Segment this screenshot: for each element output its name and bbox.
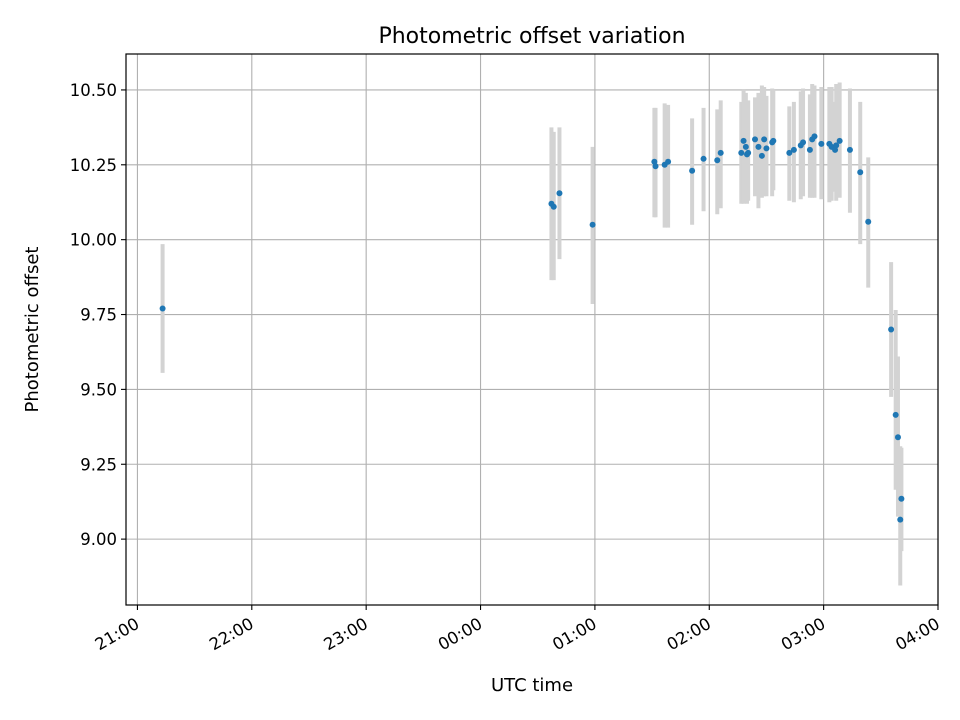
data-point bbox=[738, 149, 745, 156]
data-point bbox=[665, 158, 672, 165]
chart-title: Photometric offset variation bbox=[378, 24, 685, 49]
data-point bbox=[786, 149, 793, 156]
y-tick-label: 9.75 bbox=[80, 306, 117, 325]
data-point bbox=[763, 145, 770, 152]
y-tick-label: 9.50 bbox=[80, 380, 117, 399]
data-point bbox=[700, 155, 707, 162]
data-point bbox=[714, 157, 721, 164]
data-point bbox=[761, 136, 768, 143]
data-point bbox=[740, 137, 747, 144]
y-tick-label: 10.00 bbox=[70, 231, 117, 250]
data-points bbox=[159, 133, 905, 523]
data-point bbox=[892, 411, 899, 418]
data-point bbox=[836, 137, 843, 144]
plot-frame bbox=[125, 53, 939, 606]
data-point bbox=[651, 158, 658, 165]
y-tick-label: 9.25 bbox=[80, 455, 117, 474]
data-point bbox=[800, 139, 807, 146]
data-point bbox=[745, 149, 752, 156]
data-point bbox=[550, 203, 557, 210]
data-point bbox=[898, 495, 905, 502]
data-point bbox=[589, 221, 596, 228]
data-point bbox=[652, 163, 659, 170]
data-point bbox=[894, 434, 901, 441]
data-point bbox=[865, 218, 872, 225]
data-point bbox=[758, 152, 765, 159]
data-point bbox=[811, 133, 818, 140]
data-point bbox=[689, 167, 696, 174]
data-point bbox=[752, 136, 759, 143]
data-point bbox=[159, 305, 166, 312]
data-point bbox=[833, 142, 840, 149]
data-point bbox=[556, 190, 563, 197]
y-axis-label: Photometric offset bbox=[22, 247, 43, 413]
data-point bbox=[888, 326, 895, 333]
data-point bbox=[846, 146, 853, 153]
data-point bbox=[742, 143, 749, 150]
data-point bbox=[818, 140, 825, 147]
data-point bbox=[790, 146, 797, 153]
data-point bbox=[770, 137, 777, 144]
y-tick-label: 10.25 bbox=[70, 156, 117, 175]
data-point bbox=[755, 143, 762, 150]
y-tick-label: 9.00 bbox=[80, 530, 117, 549]
y-tick-label: 10.50 bbox=[70, 81, 117, 100]
data-point bbox=[806, 146, 813, 153]
data-point bbox=[832, 146, 839, 153]
data-point bbox=[857, 169, 864, 176]
x-axis-label: UTC time bbox=[491, 675, 573, 696]
data-point bbox=[897, 516, 904, 523]
data-point bbox=[717, 149, 724, 156]
